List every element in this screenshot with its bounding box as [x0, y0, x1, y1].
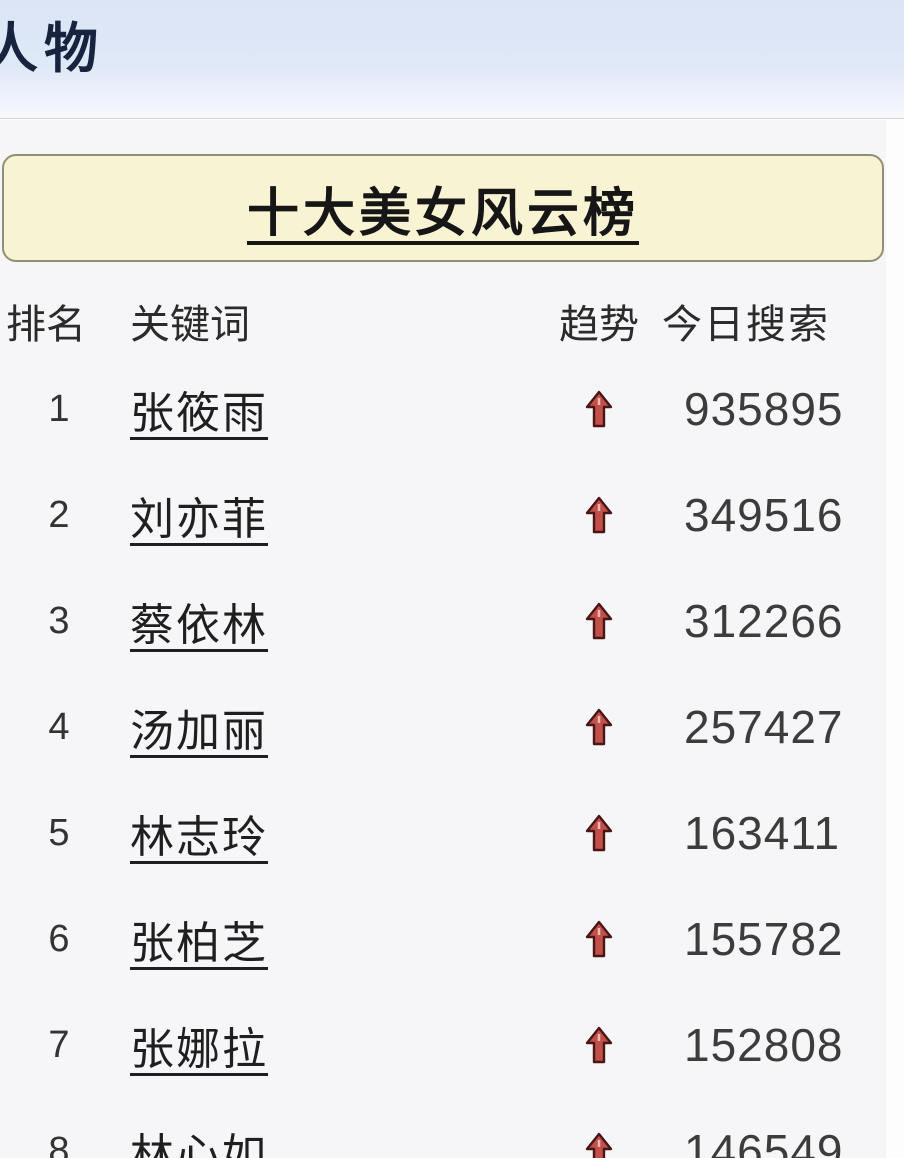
trend-up-icon: [585, 1026, 613, 1064]
table-row: 4 汤加丽 257427: [0, 674, 886, 780]
rank-cell: 5: [48, 811, 70, 854]
trend-up-icon: [585, 390, 613, 428]
searches-cell: 163411: [684, 807, 841, 859]
header-rank: 排名: [6, 303, 86, 347]
table-row: 8 林心如 146549: [0, 1098, 886, 1158]
keyword-link[interactable]: 张筱雨: [130, 389, 268, 438]
table-row: 5 林志玲 163411: [0, 780, 886, 886]
searches-cell: 152808: [684, 1019, 844, 1071]
trend-up-icon: [585, 708, 613, 746]
main-content: 十大美女风云榜 排名 关键词 趋势 今日搜索 1 张筱雨 935895 2 刘亦…: [0, 120, 886, 1158]
page-title: 十大美女风云榜: [246, 184, 639, 243]
header-searches: 今日搜索: [662, 303, 830, 347]
trend-up-icon: [585, 1132, 613, 1158]
trend-up-icon: [585, 814, 613, 852]
table-body: 1 张筱雨 935895 2 刘亦菲 349516 3 蔡依林: [0, 356, 886, 1158]
keyword-link[interactable]: 张柏芝: [130, 919, 268, 968]
rank-cell: 4: [48, 705, 70, 748]
top-banner: 人物: [0, 0, 904, 119]
table-header-row: 排名 关键词 趋势 今日搜索: [0, 286, 886, 356]
rank-cell: 3: [48, 599, 70, 642]
right-margin: [886, 120, 904, 1158]
ranking-table: 排名 关键词 趋势 今日搜索 1 张筱雨 935895 2 刘亦菲: [0, 286, 886, 1158]
title-box: 十大美女风云榜: [2, 154, 884, 262]
table-row: 7 张娜拉 152808: [0, 992, 886, 1098]
searches-cell: 312266: [684, 595, 844, 647]
rank-cell: 8: [48, 1129, 70, 1158]
rank-cell: 1: [48, 387, 70, 430]
trend-up-icon: [585, 496, 613, 534]
rank-cell: 6: [48, 917, 70, 960]
table-row: 1 张筱雨 935895: [0, 356, 886, 462]
trend-up-icon: [585, 920, 613, 958]
table-row: 2 刘亦菲 349516: [0, 462, 886, 568]
brand-text: 人物: [0, 19, 104, 79]
keyword-link[interactable]: 刘亦菲: [130, 495, 268, 544]
rank-cell: 7: [48, 1023, 70, 1066]
header-keyword: 关键词: [130, 303, 250, 347]
keyword-link[interactable]: 张娜拉: [130, 1025, 268, 1074]
searches-cell: 257427: [684, 701, 844, 753]
searches-cell: 935895: [684, 383, 844, 435]
header-trend: 趋势: [559, 303, 639, 347]
keyword-link[interactable]: 林心如: [130, 1131, 268, 1158]
keyword-link[interactable]: 林志玲: [130, 813, 268, 862]
table-row: 3 蔡依林 312266: [0, 568, 886, 674]
keyword-link[interactable]: 汤加丽: [130, 707, 268, 756]
table-row: 6 张柏芝 155782: [0, 886, 886, 992]
searches-cell: 146549: [684, 1125, 844, 1158]
rank-cell: 2: [48, 493, 70, 536]
trend-up-icon: [585, 602, 613, 640]
searches-cell: 155782: [684, 913, 844, 965]
keyword-link[interactable]: 蔡依林: [130, 601, 268, 650]
searches-cell: 349516: [684, 489, 844, 541]
